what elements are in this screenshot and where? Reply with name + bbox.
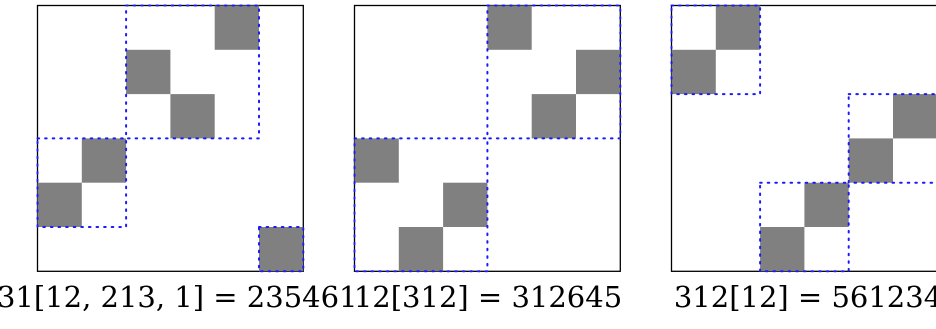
panel-3-cell-5 — [849, 138, 893, 182]
panel-2-cell-2 — [399, 227, 443, 271]
panel-3-cell-4 — [804, 183, 848, 227]
panel-2-cell-3 — [443, 183, 487, 227]
panel-3-cell-2 — [716, 6, 760, 50]
panel-1-cell-4 — [170, 94, 214, 138]
panel-1-cell-6 — [259, 227, 303, 271]
panel-2-caption: 12[312] = 312645 — [354, 280, 622, 314]
panel-1-cell-1 — [38, 183, 82, 227]
panel-2-cell-6 — [576, 50, 620, 94]
panel-3-cell-6 — [893, 94, 936, 138]
panel-1-caption: 231[12, 213, 1] = 235461 — [0, 280, 358, 314]
panel-3-cell-1 — [672, 50, 716, 94]
panel-2-cell-4 — [487, 6, 531, 50]
panel-3-caption: 312[12] = 561234 — [674, 280, 936, 314]
panel-1-cell-5 — [215, 6, 259, 50]
panel-1-cell-3 — [126, 50, 170, 94]
panel-2-cell-5 — [532, 94, 576, 138]
panel-3-cell-3 — [760, 227, 804, 271]
panel-2-cell-1 — [355, 138, 399, 182]
panel-1-cell-2 — [82, 138, 126, 182]
